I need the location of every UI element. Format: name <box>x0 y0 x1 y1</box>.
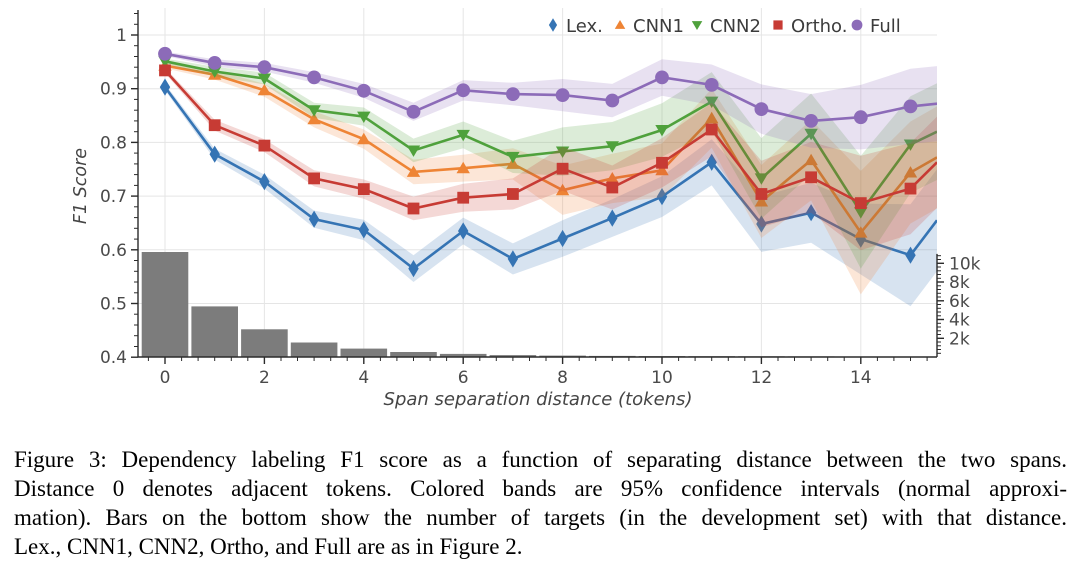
markers-lex <box>159 78 916 278</box>
right-tick-label: 8k <box>949 273 970 293</box>
series-ortho <box>159 64 937 251</box>
f1-score-plot: 0 2 4 6 8 10 12 14 0.4 0.5 0.6 0.7 0.8 0.9 1 2k4k6k8k10… <box>71 8 981 410</box>
legend-item-ortho: Ortho. <box>773 16 847 37</box>
bar-x6 <box>439 353 487 357</box>
legend-label-cnn1: CNN1 <box>633 16 684 37</box>
legend-label-ortho: Ortho. <box>791 16 847 37</box>
legend-label-cnn2: CNN2 <box>710 16 761 37</box>
legend-item-cnn1: CNN1 <box>614 16 684 37</box>
bar-x7 <box>489 355 537 357</box>
right-tick-label: 6k <box>949 292 970 312</box>
x-tick-label: 4 <box>358 368 369 388</box>
y-tick-label: 0.6 <box>100 241 127 261</box>
ci-band-ortho <box>165 67 937 251</box>
legend-item-cnn2: CNN2 <box>691 16 761 37</box>
ci-band-full <box>165 51 937 150</box>
right-tick-label: 2k <box>949 329 970 349</box>
x-tick-label: 12 <box>751 368 773 388</box>
f1-distance-chart: 0 2 4 6 8 10 12 14 0.4 0.5 0.6 0.7 0.8 0.9 1 2k 4k 6k 8k 10… <box>71 8 981 410</box>
markers-cnn2 <box>158 56 918 219</box>
y-tick-label: 0.7 <box>100 187 127 207</box>
bar-x2 <box>241 329 288 357</box>
y-tick-label: 0.4 <box>100 348 127 368</box>
x-tick-label: 8 <box>557 368 568 388</box>
bar-x5 <box>390 352 437 357</box>
bar-x0 <box>141 252 189 357</box>
x-tick-label: 6 <box>458 368 469 388</box>
series-cnn2 <box>158 56 937 269</box>
legend: Lex. CNN1 CNN2 Ortho. Full <box>548 16 901 37</box>
x-tick-label: 0 <box>160 368 171 388</box>
markers-full <box>158 46 918 128</box>
y-tick-label: 1 <box>116 26 127 46</box>
y-axis-label: F1 Score <box>71 148 91 224</box>
bar-x3 <box>290 342 338 357</box>
caption-line-4: Lex., CNN1, CNN2, Ortho, and Full are as… <box>14 534 523 559</box>
y-tick-label: 0.5 <box>100 295 127 315</box>
series-lex <box>159 78 937 307</box>
x-axis: 0 2 4 6 8 10 12 14 <box>138 356 937 388</box>
right-tick-label: 4k <box>949 311 970 331</box>
y-axis: 0.4 0.5 0.6 0.7 0.8 0.9 1 <box>100 10 139 368</box>
y-tick-label: 0.8 <box>100 133 127 153</box>
histogram-bars <box>141 252 934 357</box>
legend-label-lex: Lex. <box>566 16 603 37</box>
right-tick-label: 10k <box>949 254 981 274</box>
ci-band-cnn1 <box>165 62 937 295</box>
series-full <box>158 46 937 150</box>
markers-ortho <box>159 64 917 215</box>
caption-line-3: mation). Bars on the bottom show the num… <box>14 505 1067 530</box>
y-tick-label: 0.9 <box>100 80 127 100</box>
bar-x4 <box>340 348 388 357</box>
x-tick-label: 14 <box>850 368 872 388</box>
caption-line-2: Distance 0 denotes adjacent tokens. Colo… <box>14 476 1067 501</box>
legend-item-full: Full <box>851 16 901 37</box>
legend-label-full: Full <box>870 16 901 37</box>
x-tick-label: 2 <box>259 368 270 388</box>
figure-caption: Figure 3: Dependency labeling F1 score a… <box>14 445 1067 561</box>
bar-x1 <box>191 306 238 357</box>
gridlines <box>138 8 937 357</box>
x-tick-label: 10 <box>651 368 673 388</box>
legend-item-lex: Lex. <box>548 16 603 37</box>
caption-line-1: Figure 3: Dependency labeling F1 score a… <box>14 447 1067 472</box>
ci-band-cnn2 <box>165 58 937 269</box>
x-axis-label: Span separation distance (tokens) <box>384 389 693 410</box>
ci-band-lex <box>165 83 937 307</box>
